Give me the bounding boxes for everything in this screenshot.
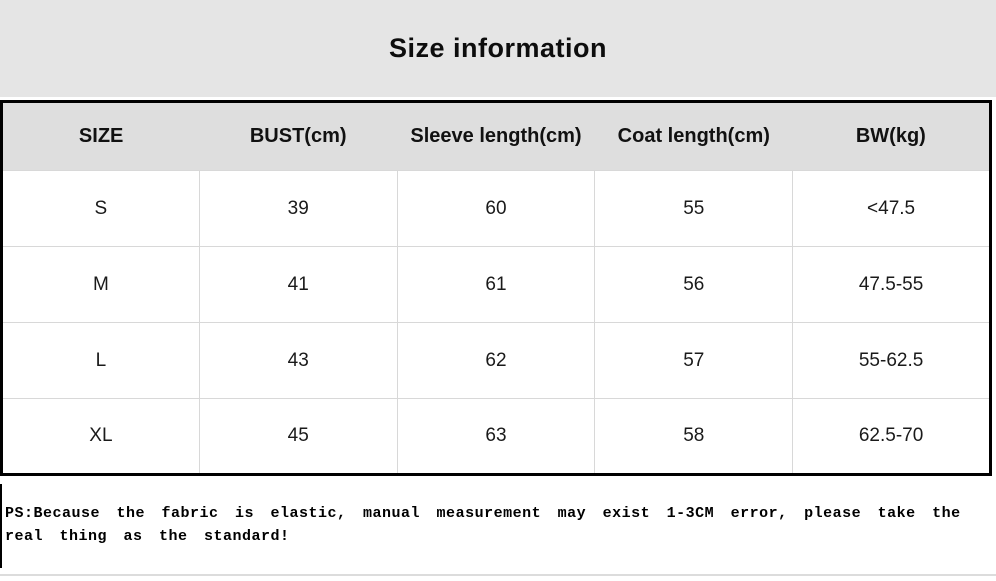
table-row-xl: XL 45 63 58 62.5-70 — [1, 398, 991, 475]
cell-coat: 57 — [594, 322, 794, 399]
cell-coat: 58 — [594, 398, 794, 475]
cell-size: S — [1, 170, 200, 247]
size-table: SIZE BUST(cm) Sleeve length(cm) Coat len… — [0, 100, 992, 476]
cell-coat: 56 — [594, 246, 794, 323]
cell-sleeve: 63 — [396, 398, 596, 475]
table-row-m: M 41 61 56 47.5-55 — [1, 246, 991, 323]
cell-bw: 62.5-70 — [792, 398, 991, 475]
column-header-bust: BUST(cm) — [199, 101, 398, 171]
cell-bw: 47.5-55 — [792, 246, 991, 323]
column-header-coat-length: Coat length(cm) — [594, 101, 793, 171]
bottom-divider — [0, 574, 996, 576]
cell-bust: 43 — [198, 322, 398, 399]
cell-sleeve: 60 — [396, 170, 596, 247]
column-header-bw: BW(kg) — [792, 101, 991, 171]
cell-size: XL — [1, 398, 200, 475]
size-table-container: SIZE BUST(cm) Sleeve length(cm) Coat len… — [0, 100, 992, 476]
table-row-s: S 39 60 55 <47.5 — [1, 170, 991, 247]
size-table-body: S 39 60 55 <47.5 M 41 61 56 47.5-55 L 43… — [1, 170, 991, 475]
title-band: Size information — [0, 0, 996, 97]
header-row: SIZE BUST(cm) Sleeve length(cm) Coat len… — [1, 101, 991, 171]
cell-coat: 55 — [594, 170, 794, 247]
column-header-size: SIZE — [1, 101, 200, 171]
table-row-l: L 43 62 57 55-62.5 — [1, 322, 991, 399]
cell-size: L — [1, 322, 200, 399]
cell-size: M — [1, 246, 200, 323]
cell-bust: 39 — [198, 170, 398, 247]
footer-note-text: PS:Because the fabric is elastic, manual… — [5, 505, 961, 545]
size-table-header: SIZE BUST(cm) Sleeve length(cm) Coat len… — [1, 101, 991, 171]
column-header-sleeve-length: Sleeve length(cm) — [397, 101, 595, 171]
cell-bust: 45 — [198, 398, 398, 475]
cell-bw: <47.5 — [792, 170, 991, 247]
page-title: Size information — [388, 33, 607, 63]
cell-bust: 41 — [198, 246, 398, 323]
cell-sleeve: 62 — [396, 322, 596, 399]
cell-sleeve: 61 — [396, 246, 596, 323]
cell-bw: 55-62.5 — [792, 322, 991, 399]
footer-note-box: PS:Because the fabric is elastic, manual… — [0, 484, 996, 568]
